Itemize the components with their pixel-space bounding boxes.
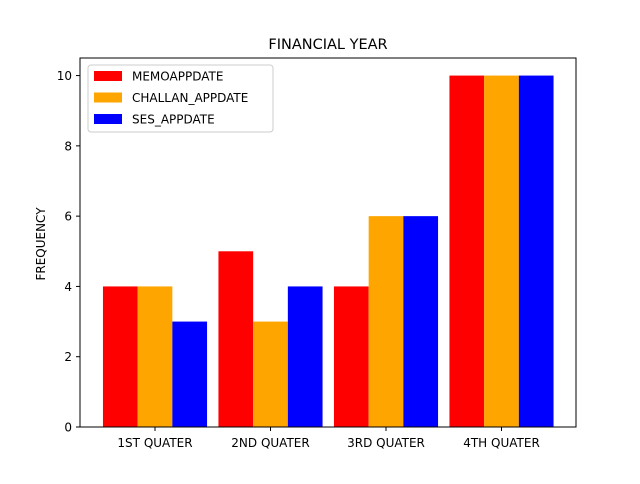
bar-ses-appdate-3 (403, 216, 439, 427)
legend-swatch (94, 92, 122, 103)
x-tick-label: 2ND QUATER (231, 436, 309, 450)
bar-ses-appdate-2 (287, 286, 323, 427)
legend-label: SES_APPDATE (132, 113, 215, 127)
bar-challan-appdate-3 (368, 216, 404, 427)
y-tick-label: 10 (57, 69, 72, 83)
y-axis-label: FREQUENCY (34, 207, 48, 281)
x-tick-label: 3RD QUATER (347, 436, 425, 450)
bar-challan-appdate-2 (253, 321, 288, 427)
y-tick-label: 8 (64, 139, 72, 153)
legend-label: MEMOAPPDATE (132, 70, 223, 84)
bar-ses-appdate-1 (172, 321, 208, 427)
axes-layer (79, 57, 577, 428)
bar-challan-appdate-4 (484, 75, 519, 427)
legend-swatch (94, 114, 122, 124)
y-tick-label: 4 (64, 280, 72, 294)
x-tick-label: 4TH QUATER (463, 436, 540, 450)
plot-frame (79, 57, 577, 428)
y-tick-label: 0 (64, 421, 72, 435)
bar-memoappdate-3 (333, 286, 369, 427)
legend: MEMOAPPDATE CHALLAN_APPDATE SES_APPDATE (87, 64, 274, 133)
bars-layer (102, 75, 554, 427)
bar-memoappdate-4 (449, 75, 485, 427)
y-tick-label: 2 (64, 350, 72, 364)
legend-swatch (94, 71, 122, 81)
legend-box (87, 64, 274, 133)
bar-challan-appdate-1 (137, 286, 173, 427)
bar-memoappdate-1 (102, 286, 138, 427)
x-tick-label: 1ST QUATER (117, 436, 192, 450)
ticks-layer: 0 2 4 6 8 10 1ST QUATER 2ND QUATER 3RD QUATER 4TH… (57, 69, 540, 450)
bar-memoappdate-2 (218, 251, 254, 427)
chart-title: FINANCIAL YEAR (268, 37, 387, 53)
bar-ses-appdate-4 (518, 75, 554, 427)
y-tick-label: 6 (64, 210, 72, 224)
legend-label: CHALLAN_APPDATE (132, 91, 248, 105)
